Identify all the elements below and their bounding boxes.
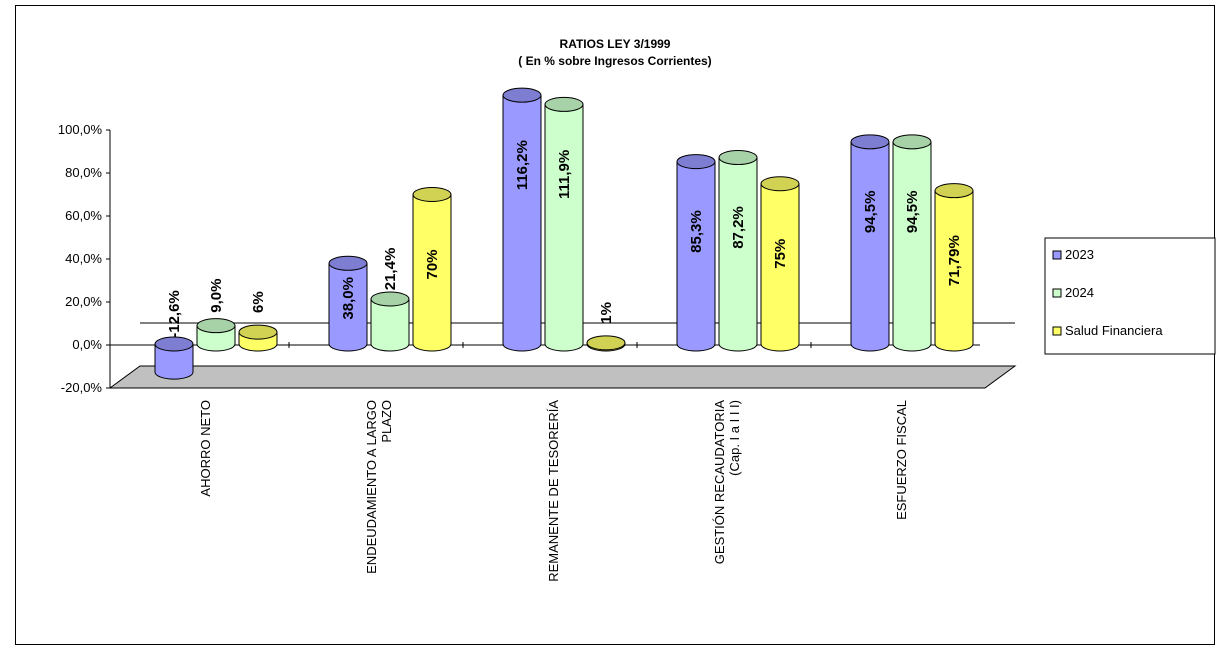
category-label: PLAZO [379,400,394,443]
chart-subtitle: ( En % sobre Ingresos Corrientes) [518,54,711,68]
bar-top [502,87,542,103]
category-label: (Cap. I a I I I) [727,400,742,476]
legend-label: Salud Financiera [1065,323,1163,338]
category-label: AHORRO NETO [198,400,213,497]
bar [934,183,974,352]
data-label: 71,79% [946,235,963,286]
bar-top [892,134,932,150]
bar-top [934,183,974,199]
data-label: 70% [424,249,441,279]
data-label: 1% [598,302,615,324]
bar-body [718,157,758,352]
bar [502,87,542,352]
data-label: -12,6% [166,290,183,338]
chart-title: RATIOS LEY 3/1999 [560,37,671,51]
legend-swatch [1052,250,1062,260]
data-label: 111,9% [556,150,573,199]
y-tick-label: 100,0% [58,122,103,137]
bar-top [154,336,194,352]
bar-top [718,150,758,166]
bar-top [676,154,716,170]
category-label: GESTIÓN RECAUDATORIA [712,400,727,565]
bar-body [328,262,368,352]
bar-top [760,176,800,192]
bar [850,134,890,352]
legend-label: 2024 [1065,285,1094,300]
bar-top [544,96,584,112]
y-tick-label: -20,0% [61,380,103,395]
y-tick-label: 80,0% [65,165,102,180]
bar-top [238,324,278,340]
bar-body [760,183,800,352]
data-label: 94,5% [904,191,921,234]
bar [586,335,626,352]
bar [544,96,584,352]
bar [760,176,800,352]
y-tick-label: 20,0% [65,294,102,309]
bar-top [412,187,452,202]
legend-swatch [1052,288,1062,298]
bar [154,336,194,380]
bar-top [328,255,368,271]
bar-body [412,194,452,352]
y-tick-label: 0,0% [72,337,102,352]
y-tick-label: 40,0% [65,251,102,266]
data-label: 38,0% [340,277,357,320]
chart-floor [108,365,1017,389]
bar [238,324,278,352]
bar [718,150,758,352]
bar [196,318,236,352]
bar-body [850,141,890,352]
bar-top [196,318,236,334]
data-label: 6% [250,291,267,313]
category-label: ESFUERZO FISCAL [894,400,909,520]
data-label: 87,2% [730,206,747,249]
bar-body [892,141,932,352]
y-tick-label: 60,0% [65,208,102,223]
bar-body [502,94,542,352]
bar-body [154,343,194,380]
bar-body [676,161,716,352]
data-label: 85,3% [688,210,705,253]
legend-swatch [1052,326,1062,336]
data-label: 94,5% [862,191,879,234]
bar-top [586,335,626,351]
category-label: REMANENTE DE TESORERÍA [546,400,561,582]
bar-body [934,190,974,352]
data-label: 9,0% [208,279,225,313]
category-label: ENDEUDAMIENTO A LARGO [364,400,379,574]
bar-body [370,298,410,352]
data-label: 116,2% [514,140,531,190]
bar-body [544,103,584,352]
data-label: 75% [772,239,789,269]
data-label: 21,4% [382,248,399,291]
bar-top [850,134,890,150]
bar [412,187,452,352]
bar-top [370,291,410,307]
bar [892,134,932,352]
legend-label: 2023 [1065,247,1094,262]
bar [370,291,410,352]
bar [328,255,368,352]
bar [676,154,716,352]
legend-box [1044,237,1216,355]
